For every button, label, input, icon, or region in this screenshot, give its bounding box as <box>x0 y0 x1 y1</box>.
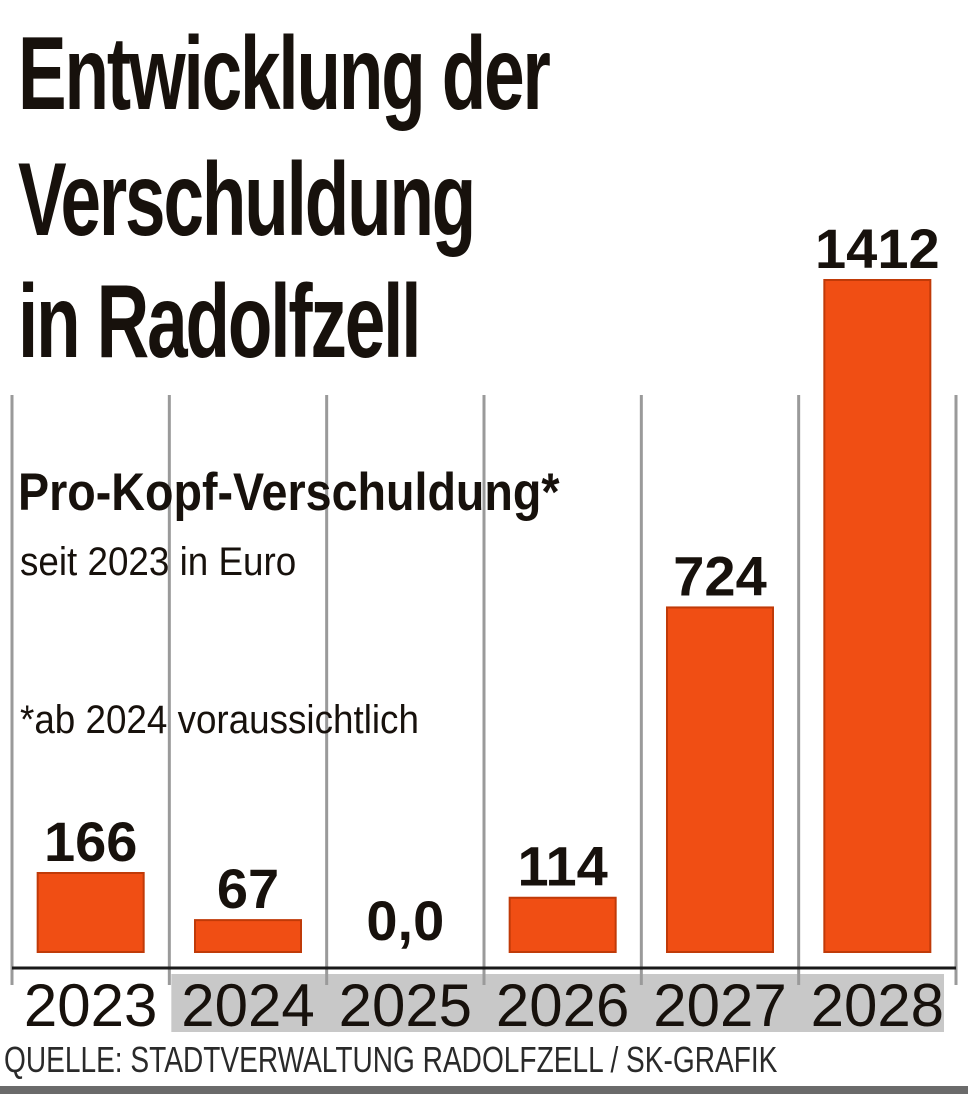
value-label-2028: 1412 <box>815 217 940 280</box>
year-label-2026: 2026 <box>496 972 629 1039</box>
year-label-2024: 2024 <box>181 972 314 1039</box>
bar-2028 <box>823 279 932 953</box>
chart-subtitle: Pro-Kopf-Verschuldung* <box>18 463 560 522</box>
year-label-2028: 2028 <box>811 972 944 1039</box>
bar-2024 <box>194 919 302 954</box>
value-label-2025: 0,0 <box>366 889 444 952</box>
value-label-2026: 114 <box>517 835 607 898</box>
year-label-2025: 2025 <box>339 972 472 1039</box>
footnote: *ab 2024 voraussichtlich <box>20 698 419 742</box>
source-credit: QUELLE: STADTVERWALTUNG RADOLFZELL / SK-… <box>4 1039 778 1080</box>
bar-2027 <box>666 606 774 953</box>
value-label-2023: 166 <box>44 810 137 873</box>
chart-title-line-3: in Radolfzell <box>18 264 422 380</box>
chart-title-line-2: Verschuldung <box>18 142 476 258</box>
year-band <box>171 974 945 1032</box>
bar-2026 <box>508 896 617 954</box>
year-label-2027: 2027 <box>653 972 786 1039</box>
bar-2023 <box>36 871 145 954</box>
bottom-rule <box>0 1086 968 1094</box>
unit-note: seit 2023 in Euro <box>20 540 297 584</box>
value-label-2027: 724 <box>673 544 766 607</box>
value-label-2024: 67 <box>217 857 279 920</box>
chart-title-line-1: Entwicklung der <box>18 16 551 132</box>
year-label-2023: 2023 <box>24 972 157 1039</box>
